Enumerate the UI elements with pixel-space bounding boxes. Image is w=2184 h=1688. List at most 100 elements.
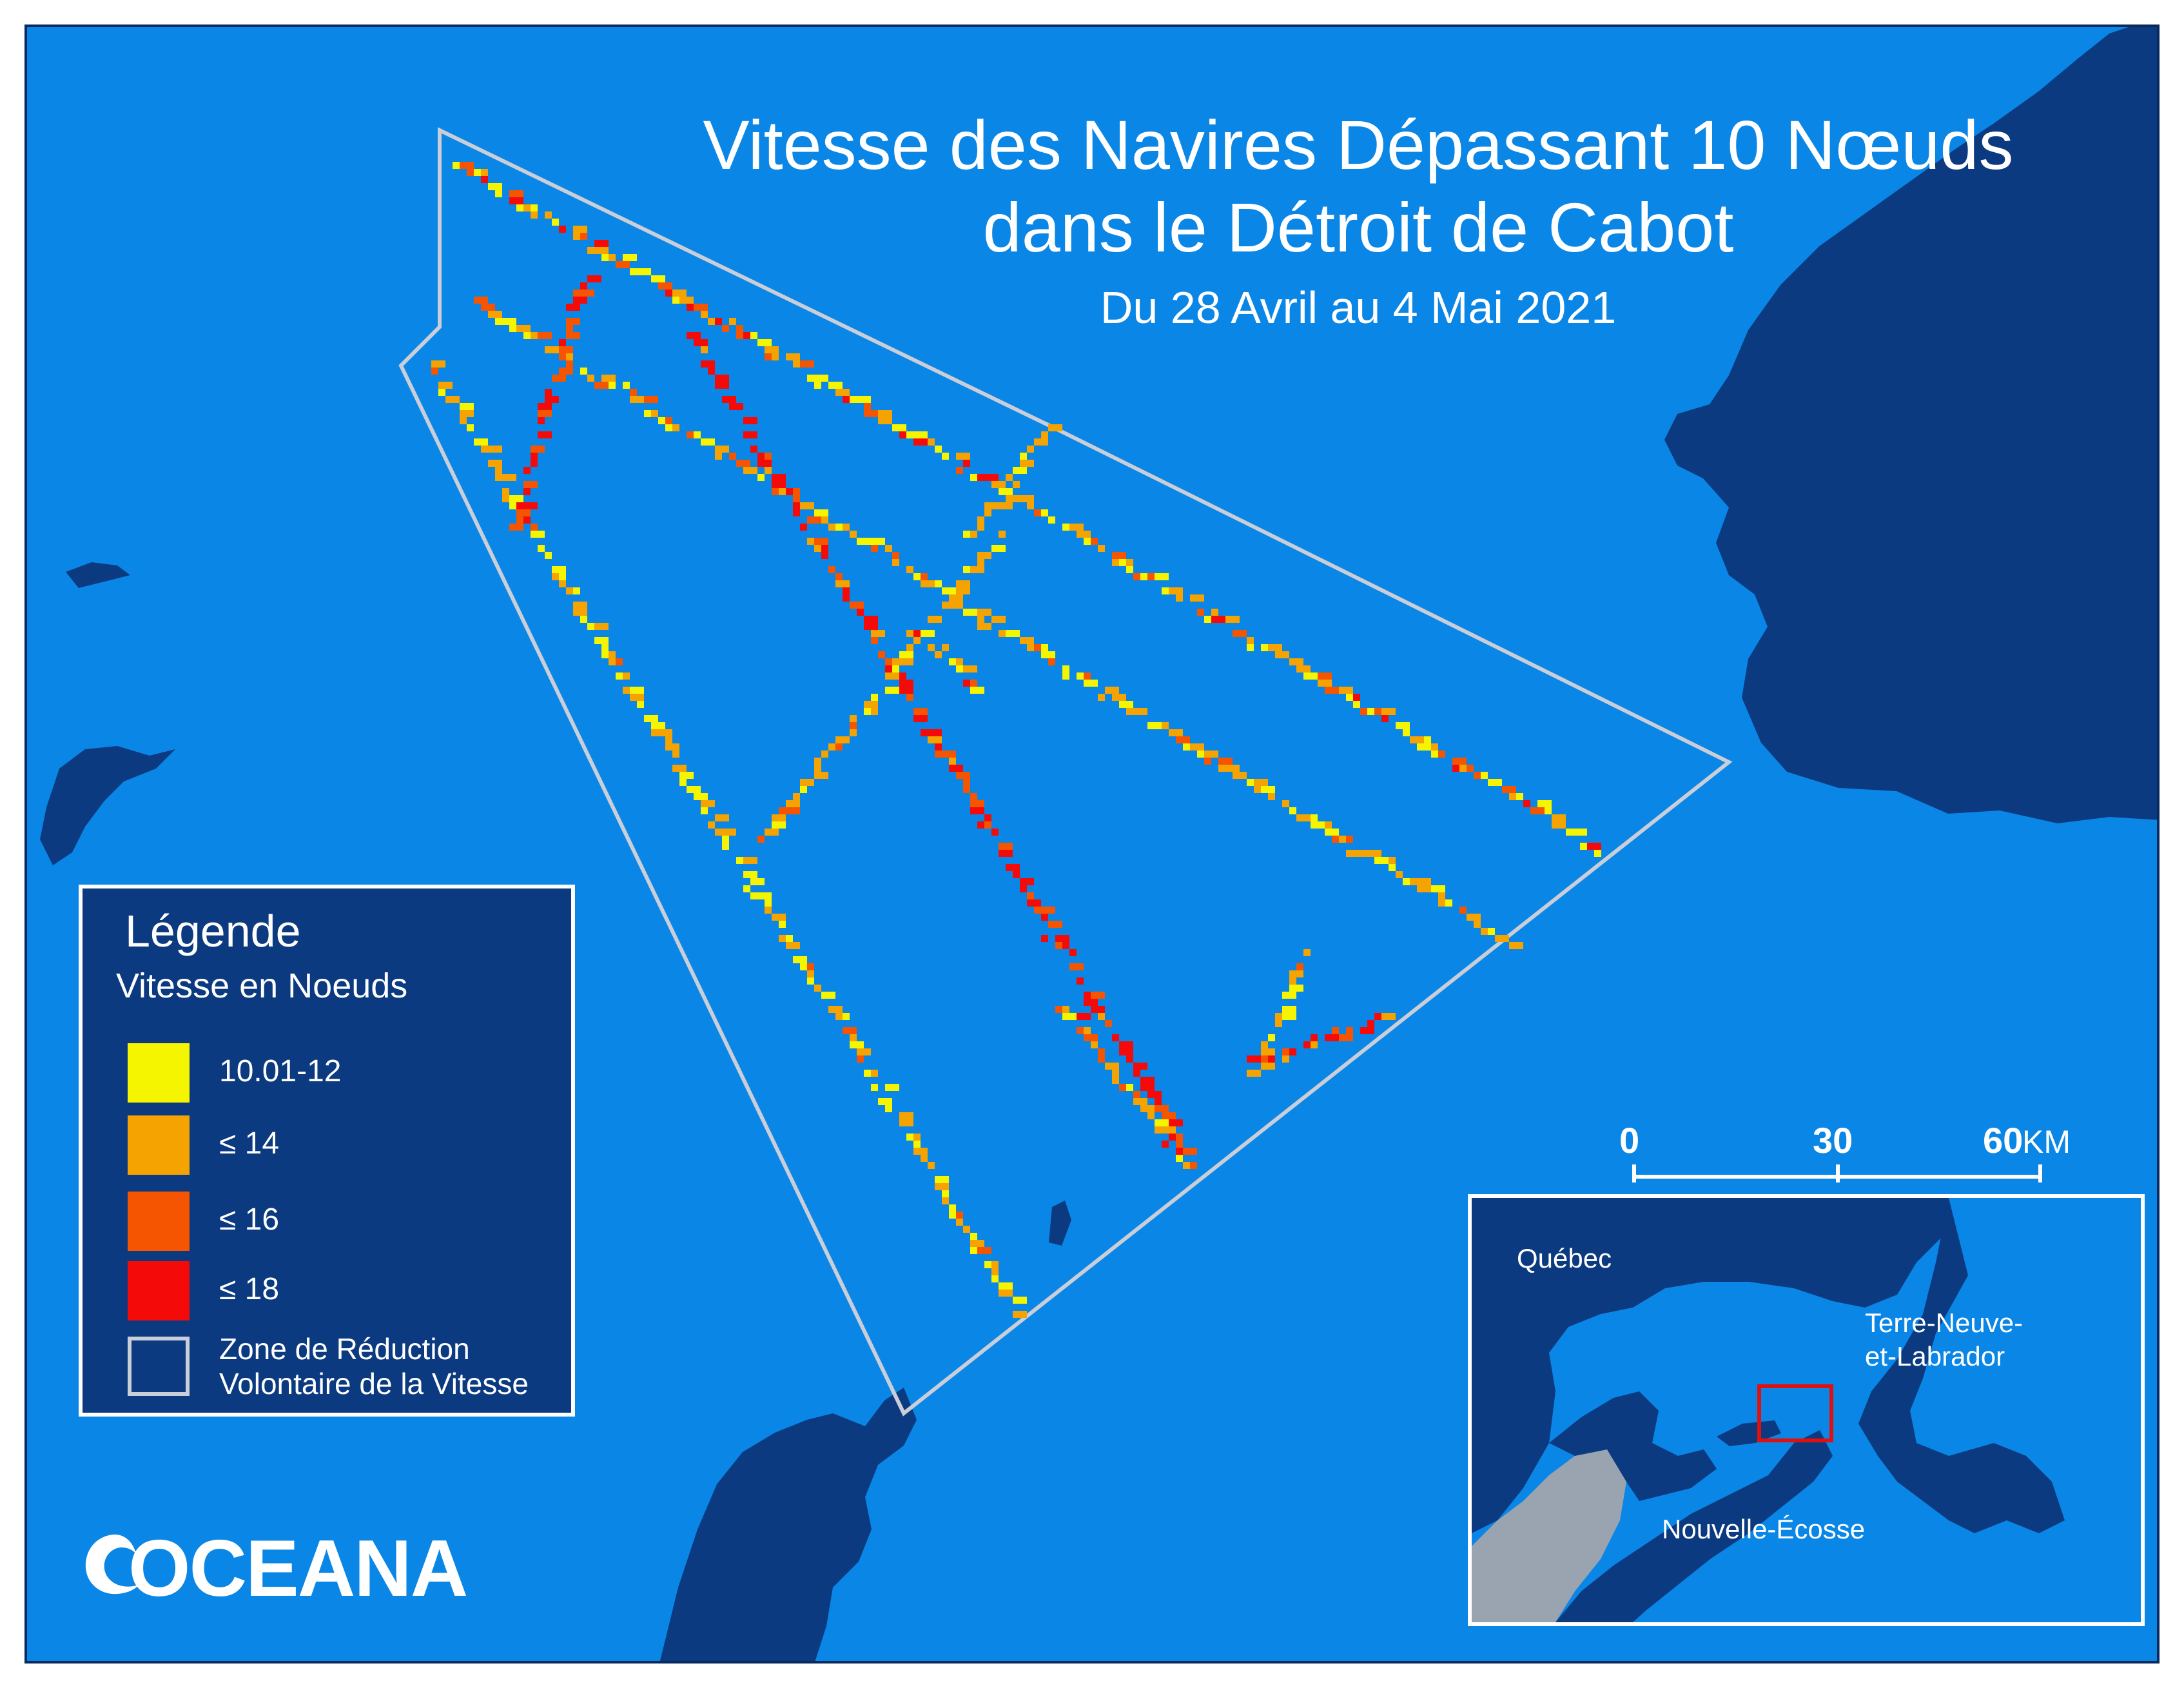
track-cell — [1006, 1290, 1013, 1297]
track-cell — [1176, 1155, 1183, 1162]
track-cell — [772, 474, 786, 481]
track-cell — [1318, 821, 1325, 829]
track-cell — [708, 368, 715, 375]
track-cell — [538, 417, 545, 424]
track-cell — [984, 821, 991, 829]
track-cell — [999, 843, 1013, 850]
track-cell — [1069, 524, 1084, 531]
track-cell — [1084, 680, 1091, 687]
scale-tick — [2038, 1164, 2042, 1183]
track-cell — [1062, 1013, 1077, 1020]
track-cell — [843, 1027, 857, 1034]
track-cell — [736, 460, 750, 467]
track-cell — [1502, 786, 1516, 793]
track-cell — [1169, 587, 1183, 594]
map-title-line1: Vitesse des Navires Dépassant 10 Nœuds — [703, 106, 2014, 184]
track-cell — [999, 502, 1013, 509]
track-cell — [1098, 1055, 1105, 1063]
track-cell — [1006, 474, 1013, 481]
track-cell — [1176, 1134, 1183, 1141]
track-cell — [502, 488, 509, 495]
legend-label: ≤ 14 — [219, 1126, 280, 1161]
track-cell — [949, 765, 963, 772]
track-cell — [1162, 587, 1169, 594]
track-cell — [991, 1275, 999, 1282]
track-cell — [835, 743, 843, 751]
track-cell — [1062, 942, 1069, 949]
track-cell — [1296, 665, 1303, 672]
track-cell — [694, 304, 708, 311]
track-cell — [523, 332, 531, 339]
track-cell — [807, 963, 814, 970]
track-cell — [871, 630, 885, 637]
track-cell — [878, 417, 892, 424]
track-cell — [814, 765, 821, 772]
inset-study-area-frame — [1757, 1384, 1833, 1442]
track-cell — [1552, 821, 1559, 829]
track-cell — [1495, 935, 1509, 942]
legend-title: Légende — [125, 906, 301, 956]
track-cell — [807, 970, 814, 977]
track-cell — [1311, 814, 1318, 821]
track-cell — [1190, 743, 1204, 751]
track-cell — [1155, 1098, 1162, 1105]
track-cell — [1254, 779, 1268, 786]
track-cell — [864, 1070, 871, 1077]
track-cell — [538, 545, 545, 552]
newfoundland-land — [1664, 27, 2157, 823]
legend-label: 10.01-12 — [219, 1054, 342, 1088]
track-cell — [1006, 630, 1020, 637]
track-cell — [573, 602, 587, 609]
track-cell — [502, 318, 516, 325]
track-cell — [1041, 651, 1055, 658]
track-cell — [1318, 680, 1332, 687]
track-cell — [531, 211, 538, 219]
track-cell — [899, 687, 913, 694]
track-cell — [1027, 899, 1041, 907]
track-cell — [1048, 424, 1062, 431]
track-cell — [623, 254, 637, 261]
track-cell — [1183, 1148, 1197, 1155]
track-cell — [991, 1268, 999, 1275]
track-cell — [942, 751, 956, 758]
track-cell — [488, 446, 502, 453]
track-cell — [637, 268, 651, 275]
track-cell — [970, 687, 984, 694]
track-cell — [899, 672, 906, 680]
track-cell — [1311, 1034, 1318, 1041]
track-cell — [956, 580, 970, 587]
track-cell — [984, 509, 991, 516]
track-cell — [1140, 573, 1147, 580]
track-cell — [1006, 850, 1013, 857]
track-cell — [1027, 892, 1034, 899]
track-cell — [1169, 1119, 1183, 1126]
track-cell — [970, 1247, 977, 1254]
track-cell — [1431, 743, 1438, 751]
track-cell — [991, 545, 1006, 552]
track-cell — [1346, 836, 1353, 843]
track-cell — [1537, 800, 1552, 807]
track-cell — [687, 304, 694, 311]
track-cell — [772, 821, 786, 829]
track-cell — [793, 495, 800, 502]
track-cell — [1325, 829, 1339, 836]
track-cell — [1247, 644, 1254, 651]
track-cell — [906, 694, 913, 701]
track-cell — [516, 516, 523, 524]
track-cell — [1098, 694, 1105, 701]
track-cell — [665, 424, 672, 431]
track-cell — [743, 417, 757, 424]
track-cell — [921, 573, 928, 580]
track-cell — [970, 807, 984, 814]
track-cell — [729, 396, 736, 403]
track-cell — [786, 800, 800, 807]
track-cell — [580, 233, 587, 240]
track-cell — [765, 829, 779, 836]
track-cell — [1573, 829, 1587, 836]
track-cell — [538, 403, 552, 410]
track-cell — [729, 318, 736, 325]
track-cell — [843, 396, 850, 403]
track-cell — [835, 524, 843, 531]
map-canvas — [40, 27, 2157, 1661]
track-cell — [531, 524, 538, 531]
